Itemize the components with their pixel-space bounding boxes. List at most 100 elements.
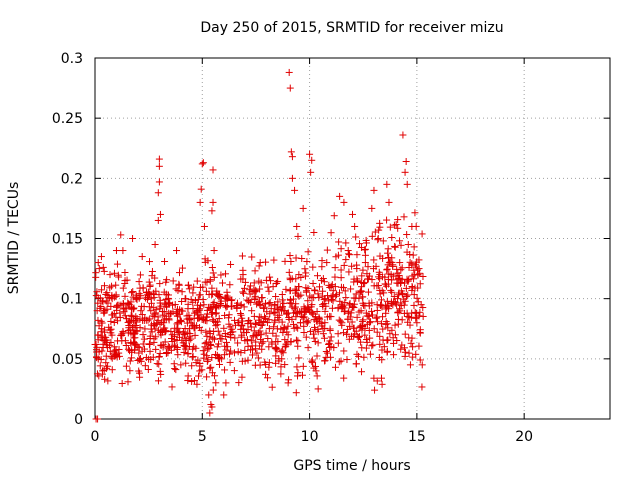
- data-point: [273, 325, 281, 333]
- data-point: [297, 291, 305, 299]
- data-point: [343, 330, 351, 338]
- data-point: [124, 345, 132, 353]
- data-point: [266, 299, 274, 307]
- data-point: [147, 299, 155, 307]
- data-point: [340, 261, 348, 269]
- data-point: [98, 332, 106, 340]
- data-point: [166, 343, 174, 351]
- data-point: [207, 363, 215, 371]
- data-point: [356, 288, 364, 296]
- data-point: [220, 351, 228, 359]
- data-point: [409, 343, 417, 351]
- data-point: [323, 313, 331, 321]
- data-point: [185, 325, 193, 333]
- data-point: [204, 356, 212, 364]
- data-point: [290, 320, 298, 328]
- data-point: [302, 284, 310, 292]
- data-point: [363, 275, 371, 283]
- data-point: [132, 313, 140, 321]
- data-point: [146, 332, 154, 340]
- data-point: [238, 314, 246, 322]
- data-point: [226, 281, 234, 289]
- data-point: [185, 281, 193, 289]
- data-point: [160, 308, 168, 316]
- data-point: [315, 313, 323, 321]
- data-point: [411, 209, 419, 217]
- data-point: [126, 357, 134, 365]
- data-point: [235, 319, 243, 327]
- data-point: [404, 277, 412, 285]
- data-point: [139, 284, 147, 292]
- data-point: [368, 342, 376, 350]
- data-point: [292, 336, 300, 344]
- data-point: [174, 286, 182, 294]
- data-point: [361, 302, 369, 310]
- data-point: [238, 373, 246, 381]
- data-point: [262, 299, 270, 307]
- data-point: [364, 288, 372, 296]
- data-point: [321, 357, 329, 365]
- data-point: [257, 322, 265, 330]
- data-point: [290, 304, 298, 312]
- data-point: [318, 322, 326, 330]
- data-point: [202, 313, 210, 321]
- data-point: [177, 318, 185, 326]
- data-point: [299, 314, 307, 322]
- data-point: [388, 234, 396, 242]
- data-point: [278, 355, 286, 363]
- data-point: [104, 377, 112, 385]
- data-point: [332, 292, 340, 300]
- data-point: [150, 293, 158, 301]
- data-point: [164, 349, 172, 357]
- data-point: [300, 329, 308, 337]
- data-point: [408, 260, 416, 268]
- data-point: [208, 207, 216, 215]
- data-point: [288, 275, 296, 283]
- data-point: [281, 361, 289, 369]
- data-point: [396, 237, 404, 245]
- data-point: [212, 322, 220, 330]
- y-tick-label: 0.2: [61, 171, 83, 187]
- data-point: [208, 403, 216, 411]
- data-point: [299, 362, 307, 370]
- x-tick-label: 0: [91, 429, 100, 445]
- data-point: [321, 307, 329, 315]
- data-point: [155, 155, 163, 163]
- data-point: [398, 264, 406, 272]
- data-point: [383, 216, 391, 224]
- data-point: [419, 304, 427, 312]
- data-point: [191, 331, 199, 339]
- data-point: [202, 287, 210, 295]
- data-point: [307, 303, 315, 311]
- data-point: [160, 319, 168, 327]
- data-point: [154, 189, 162, 197]
- data-point: [252, 331, 260, 339]
- data-point: [370, 256, 378, 264]
- data-point: [112, 247, 120, 255]
- data-point: [291, 186, 299, 194]
- data-point: [298, 255, 306, 263]
- data-point: [133, 327, 141, 335]
- data-point: [138, 253, 146, 261]
- data-point: [377, 302, 385, 310]
- data-point: [372, 262, 380, 270]
- data-point: [103, 289, 111, 297]
- data-point: [310, 228, 318, 236]
- data-point: [327, 229, 335, 237]
- data-point: [127, 354, 135, 362]
- data-point: [387, 286, 395, 294]
- x-tick-label: 20: [515, 429, 533, 445]
- data-point: [179, 307, 187, 315]
- data-point: [271, 309, 279, 317]
- data-point: [245, 286, 253, 294]
- data-point: [274, 305, 282, 313]
- data-point: [361, 279, 369, 287]
- data-point: [408, 309, 416, 317]
- data-point: [405, 349, 413, 357]
- data-point: [378, 287, 386, 295]
- data-point: [394, 216, 402, 224]
- data-point: [384, 245, 392, 253]
- data-point: [191, 296, 199, 304]
- data-point: [287, 258, 295, 266]
- data-point: [363, 338, 371, 346]
